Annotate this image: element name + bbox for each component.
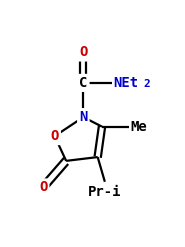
Text: O: O [51,129,59,143]
Text: Pr-i: Pr-i [88,185,122,199]
Text: N: N [79,110,88,124]
Text: O: O [39,181,47,194]
Text: NEt: NEt [113,76,139,90]
Text: O: O [79,45,88,60]
Text: Me: Me [131,120,147,134]
Text: C: C [79,76,88,90]
Text: 2: 2 [144,79,150,89]
